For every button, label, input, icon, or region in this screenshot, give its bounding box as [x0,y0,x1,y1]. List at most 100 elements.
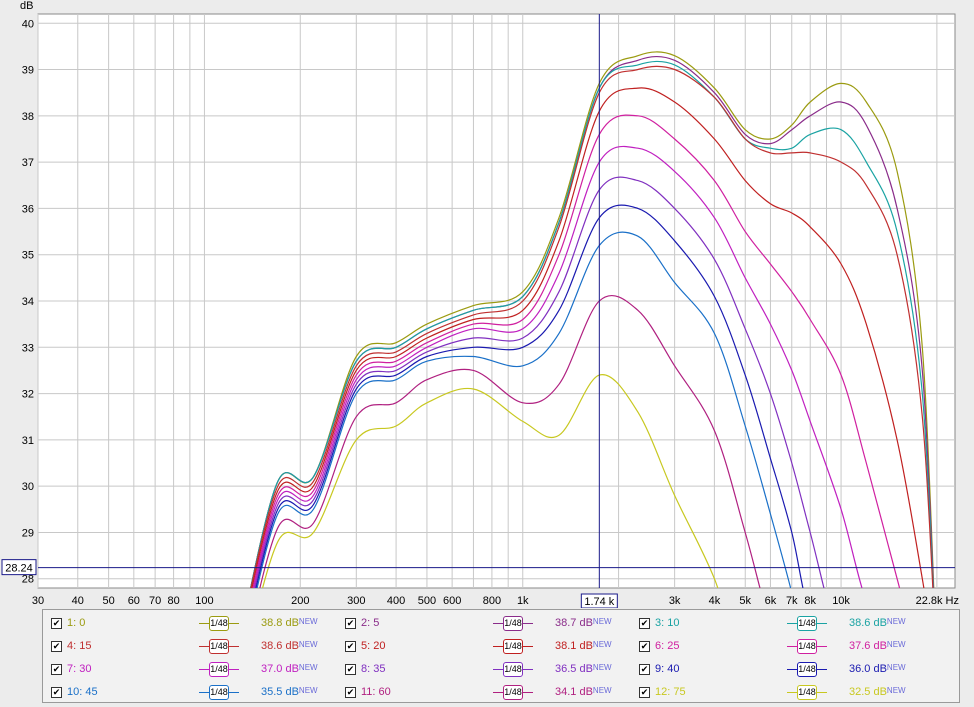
smoothing-label: 1/48 [797,639,817,654]
legend-value-text: 38.6 dB [261,640,299,652]
legend-checkbox[interactable]: ✔ [345,641,356,652]
smoothing-label: 1/48 [209,616,229,631]
smoothing-button[interactable]: 1/48 [787,615,827,632]
series-line [259,295,761,588]
legend-new-tag: NEW [886,663,906,672]
series-line [250,60,934,588]
x-axis-ticks: 30 40 50 60 70 80 100 200 300 400 500 600 800 1k 3k 4k 5… [32,595,959,607]
y-tick-label: 28 [22,574,34,586]
legend-checkbox[interactable]: ✔ [51,687,62,698]
y-axis-label: dB [20,0,33,12]
legend-checkbox[interactable]: ✔ [51,641,62,652]
y-tick-label: 35 [22,250,34,262]
legend-new-tag: NEW [886,640,906,649]
legend-value: 36.5 dBNEW [555,663,612,675]
series-group [250,51,935,588]
x-tick-label: 5k [739,595,751,607]
smoothing-button[interactable]: 1/48 [493,661,533,678]
legend-checkbox[interactable]: ✔ [345,687,356,698]
legend-item: ✔ 1: 0 1/48 38.8 dBNEW [51,614,341,634]
legend-checkbox[interactable]: ✔ [639,664,650,675]
legend-value-text: 37.6 dB [849,640,887,652]
legend-item: ✔ 3: 10 1/48 38.6 dBNEW [639,614,929,634]
series-line [256,231,792,588]
legend-value-text: 38.8 dB [261,617,299,629]
x-tick-label: 4k [709,595,721,607]
smoothing-button[interactable]: 1/48 [787,638,827,655]
y-axis-ticks: 28 29 30 31 32 33 34 35 36 37 38 39 40 [22,18,34,585]
x-tick-label: 70 [149,595,161,607]
smoothing-button[interactable]: 1/48 [493,615,533,632]
smoothing-label: 1/48 [503,639,523,654]
smoothing-button[interactable]: 1/48 [199,661,239,678]
legend-new-tag: NEW [592,640,612,649]
legend-value: 32.5 dBNEW [849,686,906,698]
legend-name: 2: 5 [361,617,380,629]
legend-value: 38.6 dBNEW [261,640,318,652]
legend-item: ✔ 9: 40 1/48 36.0 dBNEW [639,660,929,680]
legend-value: 38.8 dBNEW [261,617,318,629]
legend-checkbox[interactable]: ✔ [345,618,356,629]
smoothing-label: 1/48 [209,662,229,677]
smoothing-label: 1/48 [503,662,523,677]
x-tick-label: 7k [786,595,798,607]
legend-name: 8: 35 [361,663,386,675]
y-tick-label: 29 [22,527,34,539]
smoothing-label: 1/48 [797,662,817,677]
smoothing-label: 1/48 [503,685,523,700]
legend-checkbox[interactable]: ✔ [51,664,62,675]
x-tick-label: 1k [517,595,529,607]
x-tick-label: 6k [765,595,777,607]
legend-value-text: 36.5 dB [555,663,593,675]
legend-value-text: 38.1 dB [555,640,593,652]
legend-checkbox[interactable]: ✔ [345,664,356,675]
cursor-lines: 28.24 1.74 k [1,14,955,608]
series-line [250,51,935,588]
y-tick-label: 37 [22,157,34,169]
legend-value: 37.0 dBNEW [261,663,318,675]
legend-name: 4: 15 [67,640,92,652]
legend-value-text: 38.6 dB [849,617,887,629]
smoothing-button[interactable]: 1/48 [493,638,533,655]
horizontal-grid [38,22,955,580]
x-tick-label: 800 [483,595,501,607]
y-tick-label: 36 [22,203,34,215]
legend-checkbox[interactable]: ✔ [639,687,650,698]
x-tick-label: 22.8k Hz [916,595,959,607]
cursor-x-readout-box [580,593,618,608]
legend-item: ✔ 8: 35 1/48 36.5 dBNEW [345,660,635,680]
x-tick-label: 8k [804,595,816,607]
smoothing-button[interactable]: 1/48 [199,684,239,701]
cursor-x-readout: 1.74 k [584,596,614,608]
series-line [252,114,901,588]
legend-item: ✔ 10: 45 1/48 35.5 dBNEW [51,683,341,703]
legend-checkbox[interactable]: ✔ [51,618,62,629]
y-tick-label: 30 [22,481,34,493]
legend-value: 37.6 dBNEW [849,640,906,652]
legend-name: 12: 75 [655,686,686,698]
smoothing-button[interactable]: 1/48 [787,684,827,701]
legend-value: 34.1 dBNEW [555,686,612,698]
x-tick-label: 600 [443,595,461,607]
legend-checkbox[interactable]: ✔ [639,618,650,629]
legend-name: 11: 60 [361,686,391,698]
x-tick-label: 30 [32,595,44,607]
legend-value-text: 34.1 dB [555,686,593,698]
smoothing-label: 1/48 [209,639,229,654]
smoothing-button[interactable]: 1/48 [787,661,827,678]
smoothing-button[interactable]: 1/48 [199,638,239,655]
x-tick-label: 500 [418,595,436,607]
legend-name: 5: 20 [361,640,386,652]
series-line [254,176,825,588]
smoothing-label: 1/48 [503,616,523,631]
smoothing-button[interactable]: 1/48 [199,615,239,632]
frequency-response-chart[interactable]: 28.24 1.74 k 28 29 30 31 32 33 34 35 36 37 38 39 40 3… [0,0,974,608]
legend-value-text: 36.0 dB [849,663,887,675]
smoothing-button[interactable]: 1/48 [493,684,533,701]
legend-checkbox[interactable]: ✔ [639,641,650,652]
legend-name: 6: 25 [655,640,680,652]
legend-value-text: 37.0 dB [261,663,299,675]
legend-new-tag: NEW [298,617,318,626]
y-tick-label: 32 [22,389,34,401]
y-tick-label: 33 [22,342,34,354]
